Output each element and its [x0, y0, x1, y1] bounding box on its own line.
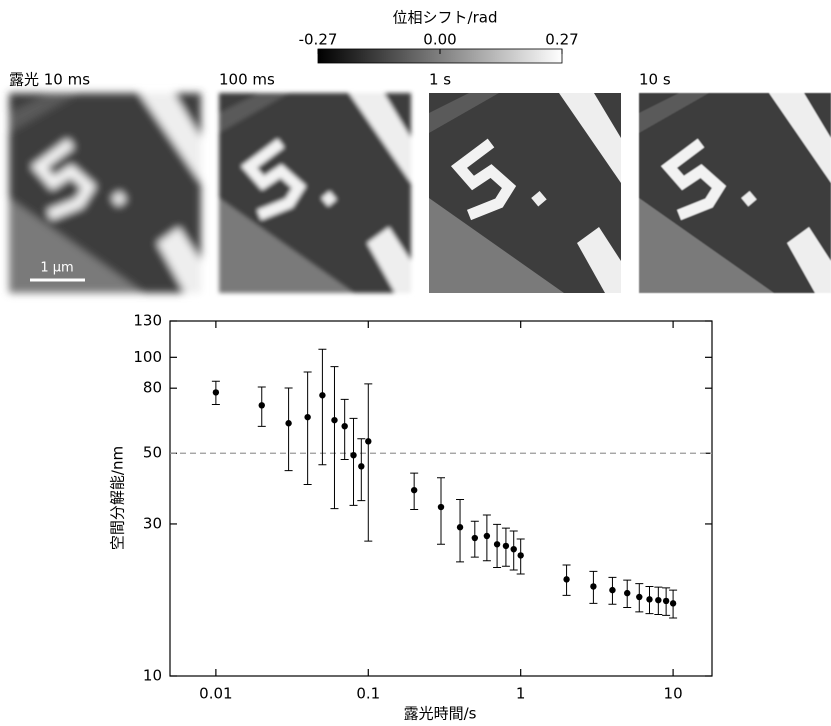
image-panel [9, 93, 201, 293]
data-point [669, 600, 677, 607]
data-point [483, 532, 491, 540]
data-point [410, 486, 418, 494]
panel-images [9, 93, 831, 293]
colorbar-title: 位相シフト/rad [393, 9, 498, 27]
data-point [358, 463, 365, 470]
y-tick-label: 100 [133, 348, 162, 366]
data-point [331, 416, 338, 424]
x-tick-label: 0.01 [199, 685, 232, 703]
error-bar [357, 438, 366, 502]
image-panel [429, 93, 621, 293]
x-axis-label: 露光時間/s [404, 705, 477, 723]
error-bar [364, 383, 373, 542]
data-point [212, 389, 220, 396]
data-point [341, 422, 348, 430]
error-bar [340, 398, 349, 460]
y-tick-label: 80 [143, 379, 162, 397]
data-point [609, 586, 616, 594]
image-panel [639, 93, 831, 293]
data-point [636, 593, 643, 601]
panel-label: 10 s [639, 71, 671, 89]
error-bar [318, 348, 327, 466]
data-point [350, 451, 357, 459]
data-point [624, 589, 631, 597]
error-bar [349, 417, 358, 506]
panel-label: 1 s [429, 71, 451, 89]
error-bar [437, 477, 445, 545]
colorbar-tick-label: -0.27 [299, 31, 338, 49]
y-tick-label: 30 [143, 514, 162, 532]
error-bar [284, 387, 293, 472]
x-tick-label: 0.1 [356, 685, 380, 703]
y-tick-label: 10 [143, 667, 162, 685]
data-point [285, 420, 292, 427]
error-bar [303, 371, 312, 485]
y-axis-label: 空間分解能/nm [109, 446, 127, 550]
data-point [437, 503, 445, 511]
error-bar [456, 498, 465, 563]
y-tick-label: 130 [133, 312, 162, 330]
data-point [510, 545, 517, 553]
panel-label: 露光 10 ms [9, 71, 90, 89]
data-point [563, 576, 570, 583]
x-tick-label: 1 [516, 685, 526, 703]
data-point [517, 552, 524, 559]
panel-label: 100 ms [219, 71, 275, 89]
colorbar-tick-label: 0.27 [545, 31, 578, 49]
data-point [655, 596, 662, 604]
x-tick-label: 10 [664, 685, 683, 703]
y-tick-label: 50 [143, 444, 162, 462]
data-point [258, 402, 265, 409]
data-point [456, 524, 464, 531]
scale-bar-label: 1 μm [40, 261, 73, 276]
data-point [471, 534, 479, 542]
image-panel [219, 93, 411, 293]
plot-frame [169, 320, 713, 677]
data-point [662, 597, 670, 605]
colorbar-tick-label: 0.00 [423, 31, 456, 49]
data-point [502, 542, 510, 550]
data-point [493, 541, 501, 548]
data-point [590, 583, 597, 590]
data-point [365, 438, 372, 445]
error-bar [330, 366, 339, 510]
data-point [319, 392, 326, 399]
data-point [646, 596, 653, 603]
data-point [304, 413, 311, 421]
